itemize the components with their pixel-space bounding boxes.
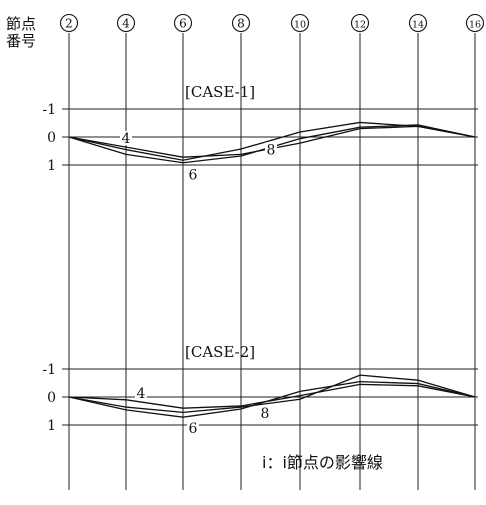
line-label-6: 6 (189, 421, 198, 437)
line-label-4: 4 (137, 386, 146, 402)
line-label-8: 8 (267, 142, 276, 158)
influence-line-node-4 (68, 383, 476, 409)
node-number-2: 2 (59, 13, 79, 33)
node-circle (116, 13, 136, 33)
node-circle (408, 13, 428, 33)
node-number-label: 4 (122, 17, 130, 31)
node-number-label: 2 (65, 17, 73, 31)
panel-case-2: [CASE-2] -1 0 1 4 6 8 (42, 343, 478, 437)
y-tick-label: -1 (42, 102, 56, 118)
footer-note: i：i節点の影響線 (262, 453, 383, 472)
node-circle (290, 13, 310, 33)
node-number-label: 6 (179, 17, 187, 31)
node-number-4: 4 (116, 13, 136, 33)
panel-title: [CASE-1] (185, 83, 255, 101)
header-label-line2: 番号 (6, 32, 36, 50)
line-label-bg (120, 131, 132, 146)
line-label-bg (187, 167, 199, 182)
node-number-10: 10 (290, 13, 310, 33)
node-circle (350, 13, 370, 33)
line-label-bg (265, 142, 277, 157)
node-number-14: 14 (408, 13, 428, 33)
panel-case-1: [CASE-1] -1 0 1 4 6 8 (42, 83, 478, 184)
node-number-8: 8 (231, 13, 251, 33)
y-tick-label: 0 (47, 130, 56, 146)
y-tick-label: 1 (47, 158, 56, 174)
line-label-6: 6 (189, 168, 198, 184)
node-number-label: 10 (294, 20, 306, 31)
chart-panels: [CASE-1] -1 0 1 4 6 8 [CASE-2] -1 0 1 4 6 8 (42, 83, 478, 437)
influence-line-node-6 (68, 380, 476, 418)
y-tick-label: 0 (47, 390, 56, 406)
node-circle (465, 13, 485, 33)
node-circle (59, 13, 79, 33)
node-number-label: 8 (237, 17, 245, 31)
node-number-label: 16 (469, 20, 481, 31)
node-number-row: 2 4 6 8 10 12 14 16 (59, 13, 485, 33)
node-number-label: 14 (412, 20, 424, 31)
line-label-8: 8 (261, 406, 270, 422)
node-number-16: 16 (465, 13, 485, 33)
y-tick-label: 1 (47, 418, 56, 434)
line-label-bg (135, 386, 147, 401)
node-number-12: 12 (350, 13, 370, 33)
grid (68, 33, 476, 490)
line-label-4: 4 (122, 131, 131, 147)
line-label-bg (259, 405, 271, 420)
influence-line-node-8 (68, 374, 476, 414)
line-label-bg (187, 420, 199, 435)
influence-line-node-8 (68, 121, 476, 161)
node-number-label: 12 (354, 20, 366, 31)
node-number-6: 6 (173, 13, 193, 33)
header-label-line1: 節点 (6, 15, 36, 33)
y-tick-label: -1 (42, 362, 56, 378)
node-circle (231, 13, 251, 33)
panel-title: [CASE-2] (185, 343, 255, 361)
node-circle (173, 13, 193, 33)
